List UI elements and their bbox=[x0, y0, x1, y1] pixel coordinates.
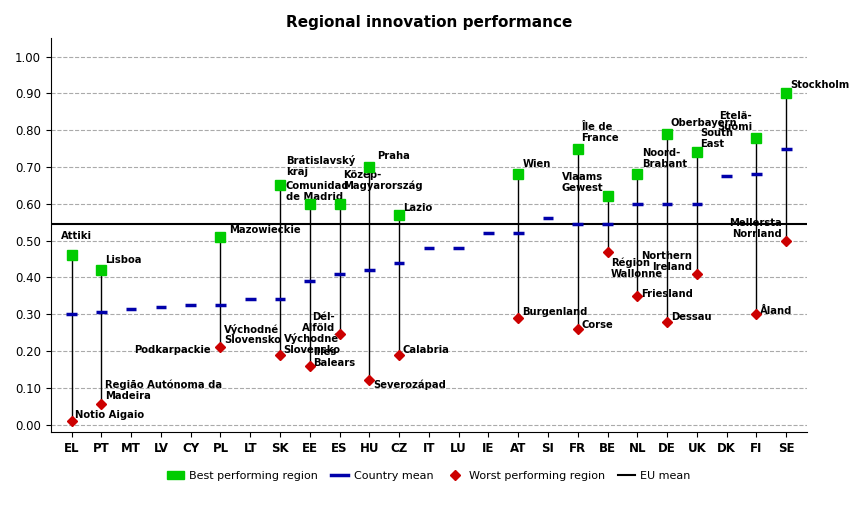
Text: Île de
France: Île de France bbox=[581, 122, 619, 143]
Text: Região Autónoma da
Madeira: Região Autónoma da Madeira bbox=[105, 379, 222, 400]
Text: Lazio: Lazio bbox=[403, 203, 432, 213]
Title: Regional innovation performance: Regional innovation performance bbox=[286, 15, 572, 30]
Text: Åland: Åland bbox=[760, 306, 792, 316]
Text: Noord-
Brabant: Noord- Brabant bbox=[642, 148, 687, 169]
Legend: Best performing region, Country mean, Worst performing region, EU mean: Best performing region, Country mean, Wo… bbox=[163, 467, 695, 486]
Text: Dél-
Alföld: Dél- Alföld bbox=[302, 312, 335, 333]
Text: Mellersta
Norrland: Mellersta Norrland bbox=[729, 218, 782, 239]
Text: Bratislavský
kraj: Bratislavský kraj bbox=[286, 156, 355, 177]
Text: Notio Aigaio: Notio Aigaio bbox=[75, 410, 145, 420]
Text: South
East: South East bbox=[701, 129, 734, 149]
Text: Comunidad
de Madrid: Comunidad de Madrid bbox=[286, 181, 350, 202]
Text: Lisboa: Lisboa bbox=[105, 254, 141, 264]
Text: Mazowieckie: Mazowieckie bbox=[229, 225, 301, 235]
Text: Vlaams
Gewest: Vlaams Gewest bbox=[561, 172, 603, 193]
Text: Východné
Slovensko: Východné Slovensko bbox=[283, 333, 340, 355]
Text: Friesland: Friesland bbox=[641, 289, 693, 299]
Text: Severozápad: Severozápad bbox=[373, 379, 446, 390]
Text: Burgenland: Burgenland bbox=[522, 307, 587, 317]
Text: Podkarpackie: Podkarpackie bbox=[134, 345, 210, 355]
Text: Attiki: Attiki bbox=[61, 231, 92, 241]
Text: Wien: Wien bbox=[523, 159, 551, 169]
Text: Région
Wallonne: Région Wallonne bbox=[611, 258, 663, 279]
Text: Oberbayern: Oberbayern bbox=[670, 118, 737, 129]
Text: Northern
Ireland: Northern Ireland bbox=[642, 251, 693, 272]
Text: Calabria: Calabria bbox=[403, 345, 449, 355]
Text: Corse: Corse bbox=[581, 320, 613, 330]
Text: Etelä-
Suomi: Etelä- Suomi bbox=[717, 111, 752, 132]
Text: Közép-
Magyarország: Közép- Magyarország bbox=[343, 169, 423, 191]
Text: Illes
Balears: Illes Balears bbox=[313, 347, 355, 368]
Text: Východné
Slovensko: Východné Slovensko bbox=[224, 324, 281, 345]
Text: Praha: Praha bbox=[377, 151, 410, 161]
Text: Stockholm: Stockholm bbox=[790, 80, 849, 89]
Text: Dessau: Dessau bbox=[670, 312, 711, 322]
